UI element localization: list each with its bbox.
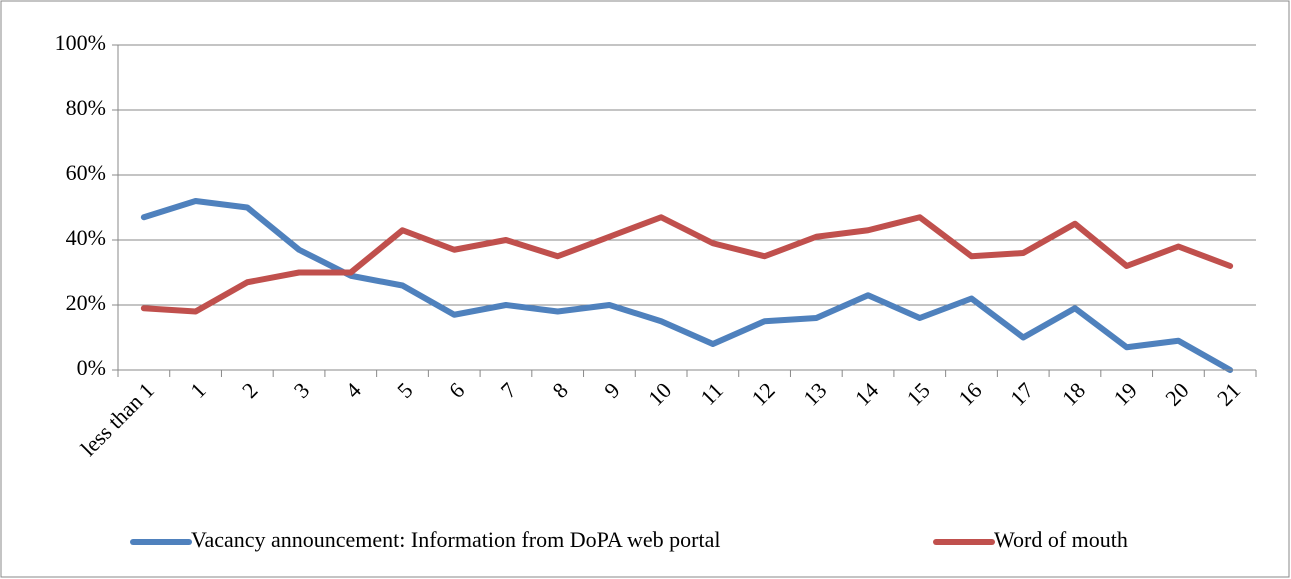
legend-label: Word of mouth (994, 527, 1128, 552)
y-tick-label: 20% (66, 290, 106, 315)
y-tick-label: 80% (66, 95, 106, 120)
y-tick-label: 0% (77, 355, 106, 380)
series-line (140, 214, 1234, 315)
y-tick-label: 40% (66, 225, 106, 250)
y-tick-label: 100% (55, 30, 106, 55)
series-line (140, 198, 1234, 373)
legend-label: Vacancy announcement: Information from D… (191, 527, 721, 552)
y-tick-label: 60% (66, 160, 106, 185)
